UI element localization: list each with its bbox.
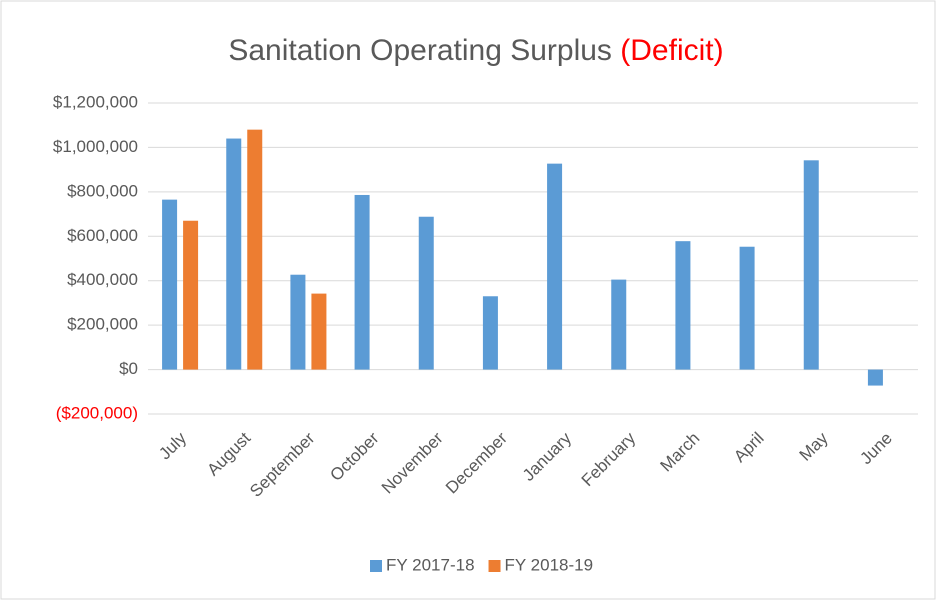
- legend-label: FY 2018-19: [505, 555, 594, 574]
- bar: [226, 138, 242, 370]
- legend-swatch: [488, 560, 501, 572]
- legend-swatch: [370, 560, 382, 572]
- title-main: Sanitation Operating Surplus: [228, 34, 612, 67]
- y-tick-label: $400,000: [67, 270, 138, 289]
- bar: [482, 296, 498, 370]
- bar: [162, 199, 178, 370]
- y-tick-label: $600,000: [67, 226, 138, 245]
- chart-title: Sanitation Operating Surplus (Deficit): [228, 34, 723, 67]
- bar: [547, 163, 563, 370]
- bar: [867, 369, 883, 386]
- y-tick-label: ($200,000): [56, 403, 138, 422]
- bar: [183, 220, 199, 370]
- bar: [739, 246, 755, 370]
- y-tick-label: $1,200,000: [53, 92, 138, 111]
- y-tick-label: $200,000: [67, 315, 138, 334]
- bar: [611, 279, 627, 370]
- bar: [247, 129, 263, 370]
- bar: [354, 194, 370, 370]
- y-tick-label: $1,000,000: [53, 137, 138, 156]
- bar: [418, 216, 434, 370]
- bar: [311, 293, 327, 370]
- bar: [675, 241, 691, 370]
- title-suffix: (Deficit): [620, 34, 723, 67]
- bar: [803, 160, 819, 370]
- bar: [290, 274, 306, 370]
- y-tick-label: $0: [119, 359, 138, 378]
- legend-label: FY 2017-18: [386, 555, 475, 574]
- y-tick-label: $800,000: [67, 181, 138, 200]
